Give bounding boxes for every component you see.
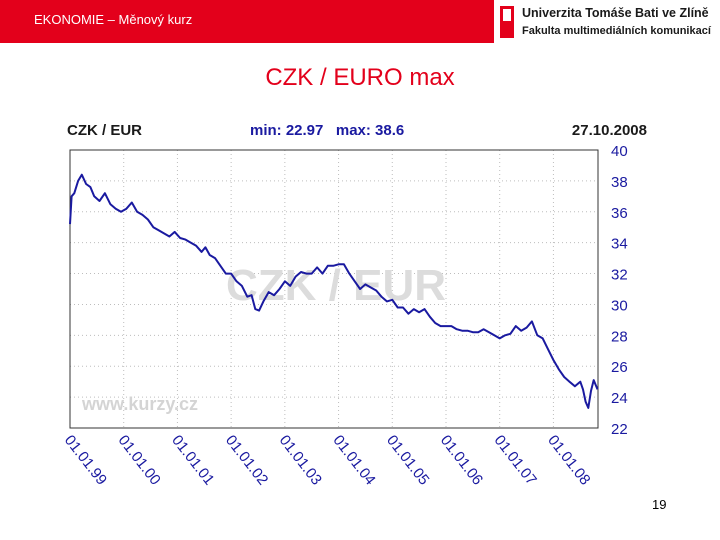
y-tick-label: 36 — [611, 205, 628, 222]
chart-date: 27.10.2008 — [572, 122, 647, 139]
y-tick-label: 22 — [611, 421, 628, 438]
x-tick-label: 01.01.03 — [276, 432, 325, 488]
chart-title: CZK / EUR — [67, 122, 142, 139]
x-tick-label: 01.01.07 — [491, 432, 540, 488]
y-tick-label: 30 — [611, 297, 628, 314]
page-number: 19 — [652, 497, 667, 512]
series-line — [69, 173, 599, 409]
logo-university-name: Univerzita Tomáše Bati ve Zlíně — [522, 6, 709, 20]
university-logo-icon — [500, 6, 514, 38]
university-logo: Univerzita Tomáše Bati ve Zlíně Fakulta … — [500, 3, 715, 43]
x-tick-label: 01.01.08 — [544, 432, 593, 488]
header-bar — [0, 0, 494, 43]
y-axis-ticks: 40 38 36 34 32 30 28 26 24 22 — [611, 143, 628, 438]
y-tick-label: 32 — [611, 267, 628, 284]
y-tick-label: 26 — [611, 359, 628, 376]
x-tick-label: 01.01.06 — [437, 432, 486, 488]
x-tick-label: 01.01.05 — [383, 432, 432, 488]
x-tick-label: 01.01.04 — [329, 432, 378, 488]
y-tick-label: 38 — [611, 174, 628, 191]
x-tick-label: 01.01.99 — [61, 432, 110, 488]
y-tick-label: 34 — [611, 236, 628, 253]
chart-source-label: www.kurzy.cz — [81, 394, 198, 414]
y-tick-label: 24 — [611, 390, 628, 407]
logo-faculty-name: Fakulta multimediálních komunikací — [522, 25, 711, 37]
slide-title: CZK / EURO max — [265, 64, 455, 91]
x-tick-label: 01.01.01 — [168, 432, 217, 488]
plot-frame — [69, 149, 599, 429]
chart-watermark: CZK / EUR — [226, 261, 446, 310]
x-axis-ticks: 01.01.99 01.01.00 01.01.01 01.01.02 01.01.03… — [61, 432, 594, 488]
y-tick-label: 28 — [611, 328, 628, 345]
chart-min-max: min: 22.97 max: 38.6 — [250, 122, 404, 139]
header-title: EKONOMIE – Měnový kurz — [34, 12, 193, 27]
x-tick-label: 01.01.00 — [115, 432, 164, 488]
y-tick-label: 40 — [611, 143, 628, 160]
x-tick-label: 01.01.02 — [222, 432, 271, 488]
